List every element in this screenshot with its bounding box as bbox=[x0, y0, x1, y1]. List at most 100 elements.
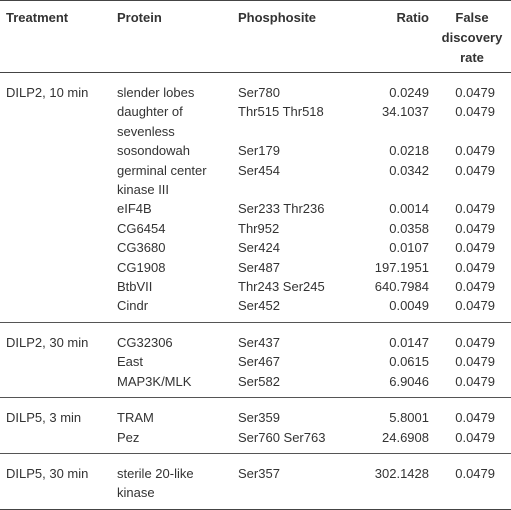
table-row: DILP2, 30 min CG32306 Ser437 0.0147 0.0479 bbox=[0, 322, 511, 352]
phosphosite-cell: Ser359 bbox=[238, 410, 280, 426]
table-row: eIF4B Ser233 Thr236 0.0014 0.0479 bbox=[0, 199, 511, 218]
header-fdr-line3: rate bbox=[460, 50, 484, 65]
fdr-cell: 0.0479 bbox=[455, 410, 495, 426]
treatment-cell: DILP5, 3 min bbox=[6, 410, 82, 426]
treatment-group: DILP5, 30 min sterile 20-like kinase Ser357… bbox=[0, 453, 511, 510]
treatment-cell bbox=[0, 102, 111, 141]
protein-cell: CG6454 bbox=[111, 219, 232, 238]
treatment-group: DILP5, 3 min TRAM Ser359 5.8001 0.0479 Pez Ser… bbox=[0, 398, 511, 454]
ratio-cell: 0.0014 bbox=[389, 201, 429, 217]
table-row: CG1908 Ser487 197.1951 0.0479 bbox=[0, 258, 511, 277]
treatment-cell: DILP2, 30 min bbox=[6, 334, 89, 350]
phosphosite-cell: Ser233 Thr236 bbox=[238, 201, 325, 217]
fdr-cell: 0.0479 bbox=[455, 104, 495, 120]
treatment-cell bbox=[0, 141, 111, 160]
protein-cell: daughter of sevenless bbox=[111, 102, 232, 141]
header-phosphosite: Phosphosite bbox=[238, 10, 317, 25]
table-row: MAP3K/MLK Ser582 6.9046 0.0479 bbox=[0, 372, 511, 398]
ratio-cell: 0.0218 bbox=[389, 143, 429, 159]
phosphosite-cell: Ser437 bbox=[238, 334, 280, 350]
treatment-cell bbox=[0, 372, 111, 398]
fdr-cell: 0.0479 bbox=[455, 85, 495, 100]
header-fdr-line2: discovery bbox=[441, 30, 503, 45]
protein-cell: germinal center kinase III bbox=[111, 161, 232, 200]
fdr-cell: 0.0479 bbox=[455, 334, 495, 350]
treatment-cell bbox=[0, 428, 111, 454]
protein-cell: Pez bbox=[111, 428, 232, 454]
treatment-cell bbox=[0, 238, 111, 257]
ratio-cell: 0.0147 bbox=[389, 334, 429, 350]
header-ratio: Ratio bbox=[396, 10, 430, 25]
protein-name: Cindr bbox=[117, 298, 149, 314]
protein-cell: eIF4B bbox=[111, 199, 232, 218]
protein-name: sosondowah bbox=[117, 143, 190, 159]
ratio-cell: 34.1037 bbox=[382, 104, 429, 120]
ratio-cell: 640.7984 bbox=[374, 279, 429, 295]
header-protein: Protein bbox=[117, 10, 162, 25]
header-row: Treatment Protein Phosphosite Ratio Fals… bbox=[0, 0, 511, 73]
table-row: Pez Ser760 Ser763 24.6908 0.0479 bbox=[0, 428, 511, 454]
phosphosite-cell: Thr952 bbox=[238, 220, 280, 236]
ratio-cell: 0.0342 bbox=[389, 162, 429, 178]
ratio-cell: 0.0249 bbox=[389, 85, 429, 100]
protein-name: TRAM bbox=[117, 410, 154, 426]
fdr-cell: 0.0479 bbox=[455, 279, 495, 295]
phosphosite-cell: Ser179 bbox=[238, 143, 280, 159]
protein-name: CG32306 bbox=[117, 334, 173, 350]
table-row: East Ser467 0.0615 0.0479 bbox=[0, 352, 511, 371]
protein-cell: CG3680 bbox=[111, 238, 232, 257]
ratio-cell: 6.9046 bbox=[389, 373, 429, 389]
treatment-cell bbox=[0, 352, 111, 371]
table-row: BtbVII Thr243 Ser245 640.7984 0.0479 bbox=[0, 277, 511, 296]
phosphosite-cell: Ser424 bbox=[238, 240, 280, 256]
phosphosite-cell: Ser357 bbox=[238, 465, 280, 481]
table-row: germinal center kinase III Ser454 0.0342 0.0… bbox=[0, 161, 511, 200]
treatment-cell bbox=[0, 277, 111, 296]
fdr-cell: 0.0479 bbox=[455, 298, 495, 314]
phosphosite-cell: Thr243 Ser245 bbox=[238, 279, 325, 295]
protein-cell: sosondowah bbox=[111, 141, 232, 160]
treatment-group: DILP2, 10 min slender lobes Ser780 0.0249 0.… bbox=[0, 73, 511, 323]
protein-name: CG1908 bbox=[117, 259, 166, 275]
treatment-cell bbox=[0, 199, 111, 218]
phosphosite-cell: Ser582 bbox=[238, 373, 280, 389]
treatment-cell: DILP5, 30 min bbox=[6, 465, 89, 481]
table-row: CG3680 Ser424 0.0107 0.0479 bbox=[0, 238, 511, 257]
table-row: DILP5, 3 min TRAM Ser359 5.8001 0.0479 bbox=[0, 398, 511, 428]
protein-name: slender lobes bbox=[117, 85, 195, 100]
table-row: sosondowah Ser179 0.0218 0.0479 bbox=[0, 141, 511, 160]
protein-cell: BtbVII bbox=[111, 277, 232, 296]
protein-cell: East bbox=[111, 352, 232, 371]
protein-name-cont: kinase III bbox=[117, 182, 170, 198]
phosphosite-cell: Ser760 Ser763 bbox=[238, 429, 326, 445]
protein-name-cont: kinase bbox=[117, 485, 155, 501]
fdr-cell: 0.0479 bbox=[455, 240, 495, 256]
fdr-cell: 0.0479 bbox=[455, 259, 495, 275]
phosphosite-cell: Ser487 bbox=[238, 259, 280, 275]
table-row: DILP5, 30 min sterile 20-like kinase Ser357… bbox=[0, 453, 511, 509]
protein-cell: MAP3K/MLK bbox=[111, 372, 232, 398]
fdr-cell: 0.0479 bbox=[455, 201, 495, 217]
phosphosite-cell: Ser454 bbox=[238, 162, 280, 178]
ratio-cell: 5.8001 bbox=[389, 410, 429, 426]
ratio-cell: 0.0615 bbox=[389, 354, 429, 370]
protein-name: East bbox=[117, 354, 144, 370]
fdr-cell: 0.0479 bbox=[455, 373, 495, 389]
ratio-cell: 0.0358 bbox=[389, 220, 429, 236]
protein-name: daughter of bbox=[117, 104, 183, 120]
ratio-cell: 24.6908 bbox=[382, 429, 429, 445]
phosphosite-cell: Ser452 bbox=[238, 298, 280, 314]
header-fdr-line1: False bbox=[455, 10, 489, 25]
ratio-cell: 197.1951 bbox=[374, 259, 429, 275]
fdr-cell: 0.0479 bbox=[455, 162, 495, 178]
protein-name: MAP3K/MLK bbox=[117, 373, 192, 389]
treatment-cell bbox=[0, 161, 111, 200]
treatment-cell bbox=[0, 296, 111, 322]
protein-name: BtbVII bbox=[117, 279, 153, 295]
header-fdr: False discovery rate bbox=[435, 1, 511, 73]
fdr-cell: 0.0479 bbox=[455, 143, 495, 159]
fdr-cell: 0.0479 bbox=[455, 465, 495, 481]
ratio-cell: 0.0107 bbox=[389, 240, 429, 256]
treatment-cell bbox=[0, 219, 111, 238]
